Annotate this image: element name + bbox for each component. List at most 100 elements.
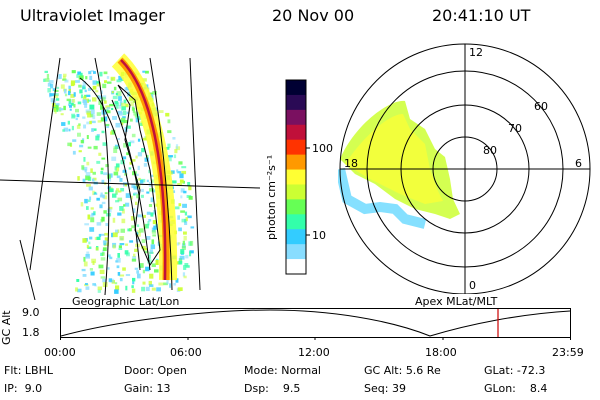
speckle-dot bbox=[116, 258, 121, 263]
speckle-dot bbox=[77, 71, 82, 75]
speckle-dot bbox=[115, 122, 121, 128]
speckle-dot bbox=[62, 78, 67, 81]
speckle-dot bbox=[101, 97, 106, 101]
speckle-dot bbox=[103, 195, 108, 200]
speckle-dot bbox=[179, 255, 185, 260]
speckle-dot bbox=[130, 118, 133, 122]
speckle-dot bbox=[165, 147, 170, 150]
speckle-dot bbox=[182, 180, 185, 184]
speckle-dot bbox=[122, 111, 127, 116]
speckle-dot bbox=[83, 261, 88, 267]
speckle-dot bbox=[183, 231, 187, 235]
speckle-dot bbox=[96, 112, 101, 116]
speckle-dot bbox=[129, 140, 135, 144]
speckle-dot bbox=[116, 91, 122, 97]
speckle-dot bbox=[136, 224, 140, 227]
status-door: Door: Open bbox=[124, 364, 187, 377]
speckle-dot bbox=[54, 89, 59, 92]
speckle-dot bbox=[107, 186, 112, 190]
speckle-dot bbox=[97, 95, 102, 100]
speckle-dot bbox=[77, 176, 80, 181]
speckle-dot bbox=[129, 228, 132, 232]
speckle-dot bbox=[183, 275, 187, 279]
speckle-dot bbox=[116, 265, 120, 269]
speckle-dot bbox=[151, 230, 156, 234]
speckle-dot bbox=[87, 199, 91, 203]
speckle-dot bbox=[57, 103, 60, 106]
speckle-dot bbox=[91, 120, 96, 124]
speckle-dot bbox=[93, 192, 98, 195]
speckle-dot bbox=[141, 239, 146, 243]
speckle-dot bbox=[167, 157, 172, 162]
status-flt: Flt: LBHL bbox=[4, 364, 53, 377]
speckle-dot bbox=[56, 107, 62, 112]
timeline-ylabel: GC Alt bbox=[0, 310, 13, 345]
speckle-dot bbox=[137, 152, 143, 157]
speckle-dot bbox=[183, 190, 187, 194]
speckle-dot bbox=[113, 86, 117, 91]
speckle-dot bbox=[178, 258, 183, 263]
speckle-dot bbox=[111, 156, 117, 161]
speckle-dot bbox=[181, 218, 187, 223]
speckle-dot bbox=[167, 119, 171, 124]
altitude-curve bbox=[60, 309, 571, 337]
speckle-dot bbox=[70, 93, 75, 98]
speckle-dot bbox=[73, 103, 76, 108]
speckle-dot bbox=[125, 243, 128, 246]
speckle-dot bbox=[145, 286, 150, 292]
speckle-dot bbox=[102, 249, 105, 254]
speckle-dot bbox=[100, 276, 106, 279]
speckle-dot bbox=[128, 142, 131, 147]
speckle-dot bbox=[148, 169, 151, 174]
speckle-dot bbox=[92, 178, 95, 182]
speckle-dot bbox=[75, 117, 78, 121]
speckle-dot bbox=[131, 133, 136, 138]
speckle-dot bbox=[122, 116, 126, 119]
speckle-dot bbox=[90, 109, 95, 115]
speckle-dot bbox=[89, 75, 93, 81]
speckle-dot bbox=[85, 175, 90, 181]
speckle-dot bbox=[174, 206, 180, 210]
status-seq: Seq: 39 bbox=[364, 382, 406, 395]
speckle-dot bbox=[84, 198, 88, 204]
speckle-dot bbox=[118, 75, 123, 81]
aurora-edge bbox=[338, 167, 427, 229]
status-gain: Gain: 13 bbox=[124, 382, 171, 395]
speckle-dot bbox=[181, 166, 187, 169]
speckle-dot bbox=[137, 165, 140, 171]
status-glon: GLon: 8.4 bbox=[484, 382, 548, 395]
speckle-dot bbox=[90, 113, 94, 118]
speckle-dot bbox=[111, 107, 114, 111]
speckle-dot bbox=[82, 238, 87, 243]
speckle-dot bbox=[182, 272, 186, 277]
speckle-dot bbox=[125, 125, 131, 129]
status-dsp: Dsp: 9.5 bbox=[244, 382, 301, 395]
speckle-dot bbox=[180, 188, 185, 193]
speckle-dot bbox=[100, 171, 104, 175]
speckle-dot bbox=[101, 179, 105, 184]
speckle-dot bbox=[98, 233, 102, 237]
speckle-dot bbox=[117, 138, 120, 141]
speckle-dot bbox=[101, 130, 105, 134]
speckle-dot bbox=[115, 102, 119, 106]
speckle-dot bbox=[85, 283, 88, 286]
speckle-dot bbox=[87, 99, 91, 102]
speckle-dot bbox=[142, 78, 147, 82]
speckle-dot bbox=[82, 178, 86, 183]
speckle-dot bbox=[100, 257, 106, 261]
speckle-dot bbox=[123, 143, 128, 148]
speckle-dot bbox=[102, 282, 108, 288]
colorbar-band bbox=[286, 214, 306, 230]
speckle-dot bbox=[132, 277, 136, 282]
speckle-dot bbox=[95, 90, 99, 93]
speckle-dot bbox=[105, 105, 111, 109]
speckle-dot bbox=[82, 99, 87, 104]
speckle-dot bbox=[135, 231, 139, 235]
speckle-dot bbox=[68, 103, 72, 106]
speckle-dot bbox=[82, 81, 87, 87]
speckle-dot bbox=[85, 98, 90, 103]
speckle-dot bbox=[182, 243, 186, 249]
timeline-xtick-2: 12:00 bbox=[298, 346, 330, 359]
speckle-dot bbox=[131, 258, 137, 262]
speckle-dot bbox=[84, 223, 89, 226]
